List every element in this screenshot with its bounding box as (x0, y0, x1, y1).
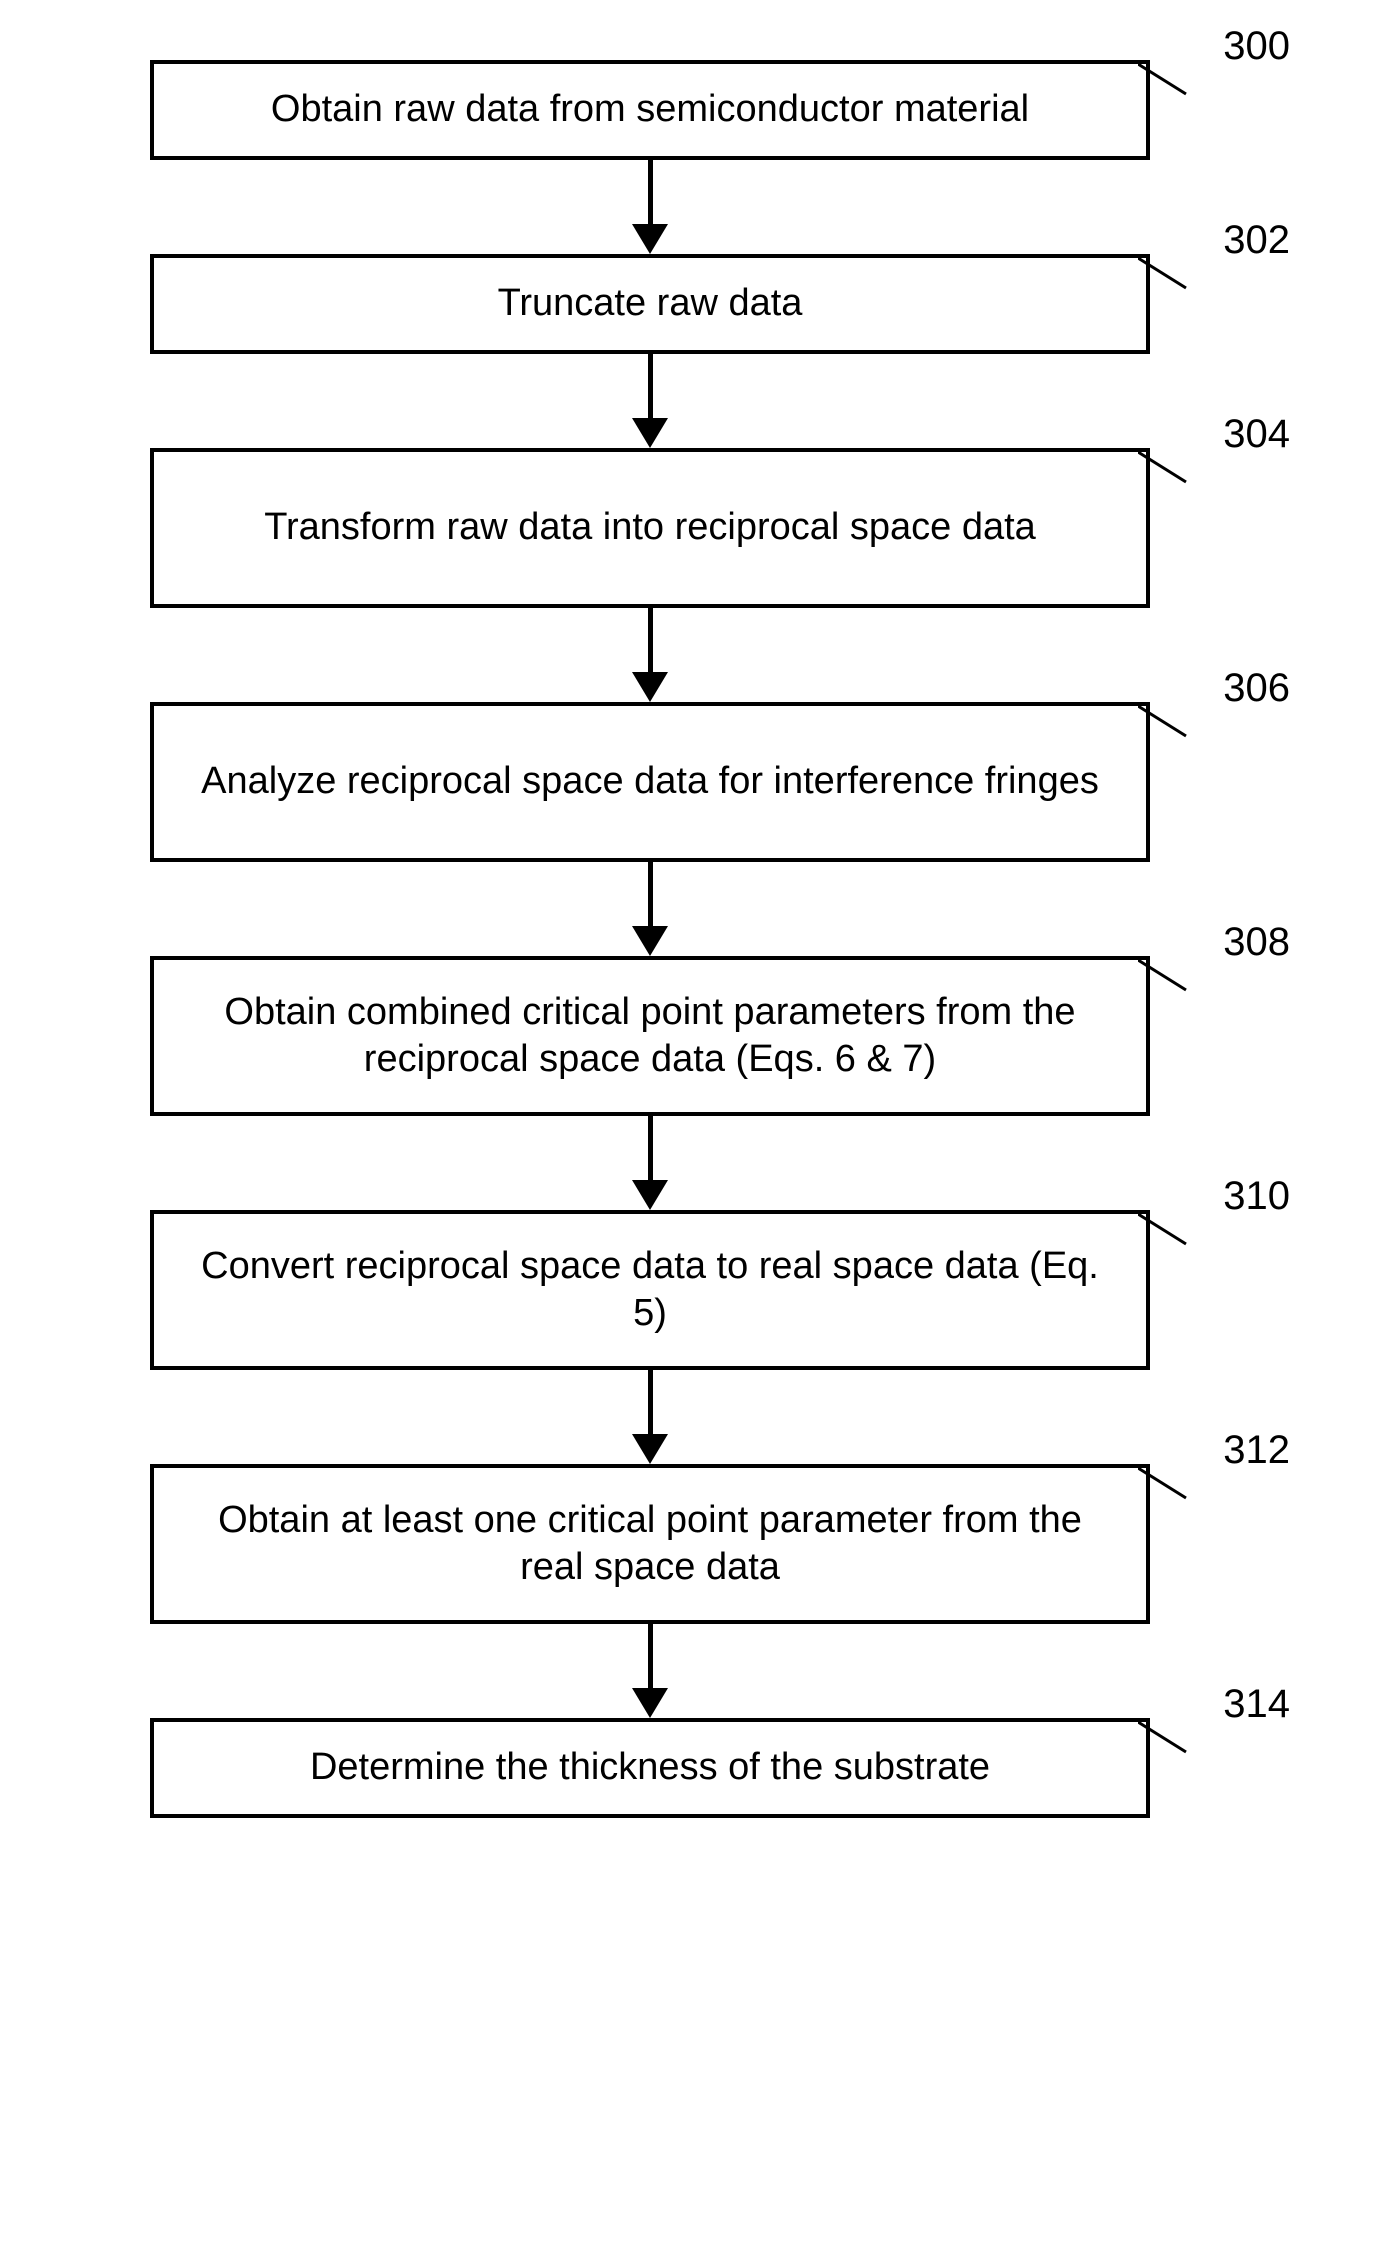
step-text: Determine the thickness of the substrate (310, 1744, 990, 1792)
ref-label: 312 (1223, 1428, 1290, 1473)
step-box: Obtain combined critical point parameter… (150, 956, 1150, 1116)
step-306: 306 Analyze reciprocal space data for in… (150, 702, 1150, 862)
step-302: 302 Truncate raw data (150, 254, 1150, 354)
arrow-icon (632, 354, 668, 448)
step-304: 304 Transform raw data into reciprocal s… (150, 448, 1150, 608)
arrow-icon (632, 160, 668, 254)
step-text: Obtain combined critical point parameter… (184, 989, 1116, 1084)
step-300: 300 Obtain raw data from semiconductor m… (150, 60, 1150, 160)
step-310: 310 Convert reciprocal space data to rea… (150, 1210, 1150, 1370)
arrow-icon (632, 608, 668, 702)
step-text: Analyze reciprocal space data for interf… (201, 758, 1099, 806)
step-box: Transform raw data into reciprocal space… (150, 448, 1150, 608)
ref-label: 300 (1223, 24, 1290, 69)
ref-label: 308 (1223, 920, 1290, 965)
step-text: Obtain raw data from semiconductor mater… (271, 86, 1029, 134)
step-box: Obtain at least one critical point param… (150, 1464, 1150, 1624)
step-box: Truncate raw data (150, 254, 1150, 354)
step-text: Truncate raw data (498, 280, 803, 328)
step-box: Convert reciprocal space data to real sp… (150, 1210, 1150, 1370)
step-text: Obtain at least one critical point param… (184, 1497, 1116, 1592)
step-box: Determine the thickness of the substrate (150, 1718, 1150, 1818)
ref-label: 302 (1223, 218, 1290, 263)
step-308: 308 Obtain combined critical point param… (150, 956, 1150, 1116)
ref-label: 306 (1223, 666, 1290, 711)
arrow-icon (632, 1624, 668, 1718)
ref-label: 314 (1223, 1682, 1290, 1727)
step-text: Transform raw data into reciprocal space… (264, 504, 1036, 552)
step-box: Analyze reciprocal space data for interf… (150, 702, 1150, 862)
step-314: 314 Determine the thickness of the subst… (150, 1718, 1150, 1818)
ref-label: 310 (1223, 1174, 1290, 1219)
step-312: 312 Obtain at least one critical point p… (150, 1464, 1150, 1624)
ref-label: 304 (1223, 412, 1290, 457)
arrow-icon (632, 1116, 668, 1210)
flowchart-container: 300 Obtain raw data from semiconductor m… (150, 60, 1150, 1818)
step-text: Convert reciprocal space data to real sp… (184, 1243, 1116, 1338)
arrow-icon (632, 862, 668, 956)
step-box: Obtain raw data from semiconductor mater… (150, 60, 1150, 160)
arrow-icon (632, 1370, 668, 1464)
